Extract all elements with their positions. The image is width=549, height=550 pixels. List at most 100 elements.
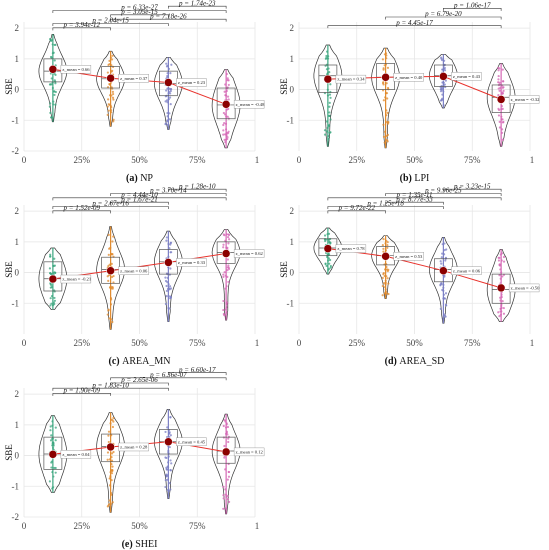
jitter-point xyxy=(111,253,114,256)
jitter-point xyxy=(501,300,504,303)
violin-group-2 xyxy=(371,47,400,149)
mean-label: z_mean = -0.21 xyxy=(62,277,91,282)
jitter-point xyxy=(106,505,109,508)
x-tick-label: 50% xyxy=(131,521,148,531)
jitter-point xyxy=(226,269,229,272)
jitter-point xyxy=(328,101,331,104)
mean-label-box xyxy=(176,437,207,446)
bracket-line xyxy=(52,10,227,13)
jitter-point xyxy=(325,54,328,58)
p-value-label: p = 4.45e-17 xyxy=(395,19,433,27)
jitter-point xyxy=(107,440,110,444)
jitter-point xyxy=(170,251,173,254)
jitter-point xyxy=(111,96,115,99)
jitter-point xyxy=(48,83,52,86)
jitter-point xyxy=(106,105,109,108)
jitter-point xyxy=(222,133,225,136)
jitter-point xyxy=(440,57,443,60)
jitter-point xyxy=(226,497,230,501)
violin-group-2 xyxy=(96,412,125,513)
jitter-point xyxy=(49,304,52,307)
jitter-point xyxy=(385,138,389,142)
comparison-bracket: p = 6.33e-27 xyxy=(52,4,227,13)
jitter-point xyxy=(227,83,230,87)
jitter-point xyxy=(440,256,443,259)
jitter-point xyxy=(328,262,331,265)
jitter-point xyxy=(501,275,504,278)
violin-outline xyxy=(38,33,68,123)
jitter-point xyxy=(226,132,230,135)
y-tick-label: 1 xyxy=(15,237,20,247)
jitter-point xyxy=(49,253,52,256)
jitter-point xyxy=(441,252,444,255)
y-tick-label: 0 xyxy=(290,85,295,95)
jitter-point xyxy=(328,111,331,114)
jitter-point xyxy=(382,250,385,253)
jitter-point xyxy=(328,131,331,134)
jitter-point xyxy=(227,98,230,101)
bracket-line xyxy=(52,23,169,26)
jitter-point xyxy=(111,69,114,72)
mean-point xyxy=(48,450,58,459)
mean-label-box xyxy=(451,72,482,81)
mean-point xyxy=(221,447,231,457)
jitter-point xyxy=(164,302,167,306)
p-value-label: p = 6.33e-27 xyxy=(120,4,158,12)
jitter-point xyxy=(439,90,443,93)
gridlines xyxy=(298,205,531,334)
mean-label: z_mean = -0.48 xyxy=(236,102,265,107)
mean-label-box xyxy=(508,283,540,293)
y-tick-label: 0 xyxy=(290,268,295,278)
jitter-point xyxy=(226,258,230,261)
p-value-label: p = 1.74e-23 xyxy=(178,0,216,7)
mean-point xyxy=(164,78,173,87)
jitter-point xyxy=(111,425,115,429)
violin-group-3 xyxy=(154,56,183,130)
jitter-point xyxy=(107,434,110,437)
bracket-line xyxy=(385,16,502,20)
jitter-point xyxy=(53,271,56,274)
jitter-point xyxy=(111,90,115,93)
comparison-bracket: p = 1.06e-17 xyxy=(443,2,502,11)
violin-outline xyxy=(486,63,516,147)
jitter-point xyxy=(111,452,114,455)
y-tick-label: -2 xyxy=(12,512,20,522)
mean-label: z_mean = -0.50 xyxy=(511,286,540,291)
jitter-point xyxy=(329,264,332,268)
y-tick-label: 1 xyxy=(290,237,295,247)
bracket-line xyxy=(110,18,227,22)
jitter-point xyxy=(223,444,226,448)
jitter-point xyxy=(227,264,230,267)
jitter-point xyxy=(108,82,111,86)
comparison-bracket: p = 1.90e-09 xyxy=(52,387,111,396)
p-value-label: p = 9.72e-22 xyxy=(338,204,376,212)
jitter-point xyxy=(501,121,505,124)
p-value-label: p = 1.52e-09 xyxy=(63,204,101,212)
jitter-point xyxy=(169,488,172,491)
x-tick-label: 25% xyxy=(74,338,91,348)
comparison-bracket: p = 1.35e-11 xyxy=(327,191,502,201)
violin-group-3 xyxy=(429,236,458,324)
jitter-point xyxy=(227,267,231,270)
p-value-label: p = 1.28e-10 xyxy=(178,182,216,190)
violin-group-4 xyxy=(211,229,241,321)
jitter-point xyxy=(50,434,53,437)
jitter-point xyxy=(328,71,331,74)
mean-label: z_mean = 0.37 xyxy=(120,76,148,81)
jitter-point xyxy=(498,81,501,84)
jitter-point xyxy=(497,311,500,314)
jitter-point xyxy=(329,96,332,99)
jitter-point xyxy=(222,246,225,249)
mean-label-box xyxy=(176,78,207,87)
y-tick-label: -2 xyxy=(12,146,20,156)
jitter-point xyxy=(440,98,444,101)
jitter-point xyxy=(49,111,52,115)
y-tick-label: 1 xyxy=(15,420,20,430)
jitter-point xyxy=(169,267,172,270)
jitter-point xyxy=(107,233,110,236)
shei-violin-panel: -2 -1 0 1 2 0 25% 50% 75% 1 SBE z_mean = 0.04 z_mean… xyxy=(4,366,265,550)
jitter-point xyxy=(444,303,447,306)
jitter-point xyxy=(502,255,506,259)
jitter-point xyxy=(110,58,114,61)
